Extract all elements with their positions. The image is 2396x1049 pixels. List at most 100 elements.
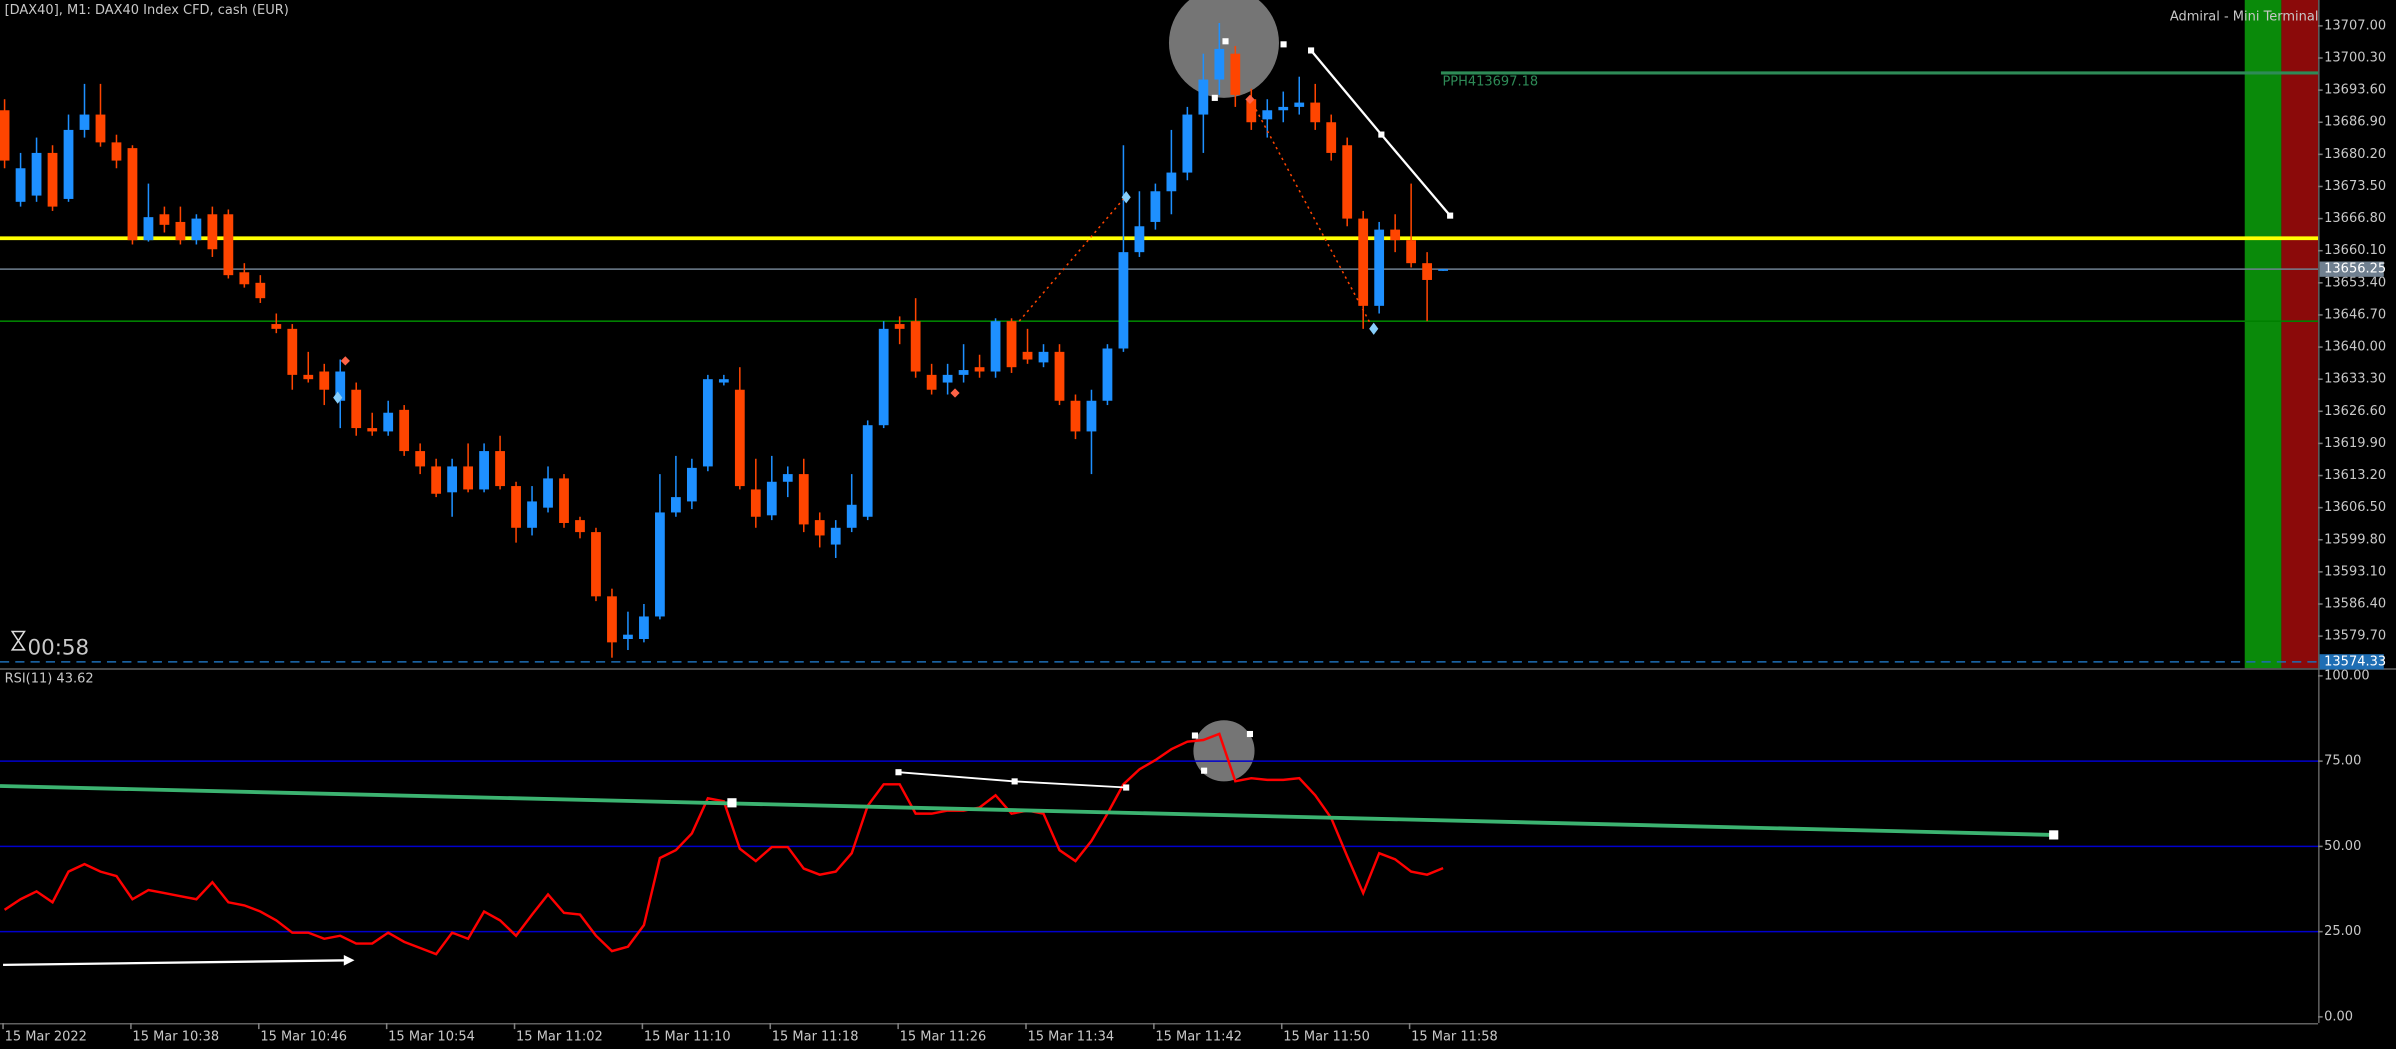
y-tick-label: 13586.40 [2324, 597, 2386, 612]
handle [1280, 41, 1287, 48]
candle-body [575, 520, 585, 533]
y-tick-label: 50.00 [2324, 839, 2361, 854]
candle-body [239, 272, 250, 285]
candle-body [1214, 48, 1225, 80]
candle-body [942, 374, 953, 383]
candle-body [607, 596, 617, 643]
candle-body [255, 282, 266, 299]
candle-body [271, 324, 282, 329]
candle-body [814, 520, 825, 536]
y-tick-label: 13593.10 [2324, 564, 2386, 579]
candle-body [862, 425, 873, 517]
fractal [1245, 94, 1255, 104]
y-tick-label: 13673.50 [2324, 179, 2386, 194]
candle-body [878, 328, 889, 426]
y-tick-label: 13613.20 [2324, 468, 2386, 483]
candle-body [415, 451, 426, 467]
candle-body [958, 370, 969, 375]
candle-body [47, 152, 58, 207]
y-tick-label: 13640.00 [2324, 340, 2386, 355]
y-tick-label: 13660.10 [2324, 243, 2386, 258]
candle-body [399, 409, 410, 452]
handle [1308, 47, 1315, 54]
x-tick-label: 15 Mar 11:10 [644, 1029, 731, 1044]
panel-title: Admiral - Mini Terminal [2170, 9, 2319, 24]
candle-body [367, 428, 378, 432]
handle [895, 769, 902, 776]
candle-body [1118, 252, 1129, 349]
y-tick-label: 13619.90 [2324, 436, 2386, 451]
candle-body [1374, 229, 1385, 306]
zigzag [1252, 103, 1372, 325]
candle-body [1358, 218, 1369, 306]
pph-label: PPH413697.18 [1442, 75, 1538, 90]
y-tick-label: 13633.30 [2324, 372, 2386, 387]
candle-body [1390, 229, 1401, 241]
y-tick-label: 13707.00 [2324, 18, 2386, 33]
candle-body [527, 501, 537, 528]
handle [1191, 732, 1198, 739]
handle [1222, 38, 1229, 45]
candle-body [1262, 110, 1273, 120]
fractal [950, 388, 960, 398]
candle-body [79, 114, 90, 130]
candle-body [750, 489, 761, 517]
candle-body [1342, 145, 1353, 219]
candle-body [718, 379, 729, 383]
rsi-trend-line [0, 784, 2054, 837]
y-tick-label: 13653.40 [2324, 275, 2386, 290]
candle-body [655, 512, 665, 617]
candle-body [734, 389, 745, 487]
candle-body [1134, 226, 1145, 253]
x-tick-label: 15 Mar 10:54 [388, 1029, 475, 1044]
arrow-head [343, 954, 355, 966]
candle-body [1310, 102, 1321, 123]
x-tick-label: 15 Mar 11:26 [900, 1029, 987, 1044]
candle-body [111, 142, 122, 161]
candle-body [95, 114, 106, 143]
x-tick-label: 15 Mar 10:38 [132, 1029, 219, 1044]
y-tick-label: 13579.70 [2324, 629, 2386, 644]
candle-body [447, 466, 458, 493]
handle [727, 798, 737, 808]
y-tick-label: 0.00 [2324, 1009, 2353, 1024]
candle-body [1166, 172, 1177, 192]
handle [1123, 784, 1130, 791]
sell-bar[interactable] [2281, 0, 2319, 669]
candle-body [830, 527, 841, 545]
drawings [0, 38, 2059, 967]
candle-body [1054, 351, 1065, 401]
candle-body [351, 389, 362, 429]
candle-body [159, 214, 170, 225]
candle-body [31, 152, 42, 196]
candle-body [926, 374, 937, 390]
handle [1378, 131, 1385, 138]
y-tick-label: 13606.50 [2324, 500, 2386, 515]
candle-body [127, 148, 138, 241]
candle-body [1438, 269, 1448, 271]
candle-body [798, 474, 809, 525]
candle-body [1422, 263, 1433, 280]
candle-body [1198, 79, 1209, 115]
candle-body [990, 321, 1001, 372]
handle [1447, 212, 1454, 219]
candle-body [1006, 321, 1017, 368]
candle-body [1102, 348, 1113, 401]
y-tick-label: 75.00 [2324, 754, 2361, 769]
candle-body [335, 371, 346, 401]
candle-body [782, 474, 793, 482]
candle-body [1150, 191, 1161, 222]
candle-body [910, 321, 921, 372]
buy-bar[interactable] [2244, 0, 2282, 669]
x-tick-label: 15 Mar 11:42 [1155, 1029, 1242, 1044]
candle-body [175, 221, 186, 241]
y-tick-label: 13693.60 [2324, 83, 2386, 98]
candle-body [1278, 106, 1289, 111]
bid-tag [2319, 261, 2384, 277]
candle-body [1230, 53, 1241, 95]
candle-body [1038, 351, 1049, 363]
candle-body [1406, 240, 1417, 264]
y-tick-label: 100.00 [2324, 668, 2369, 683]
